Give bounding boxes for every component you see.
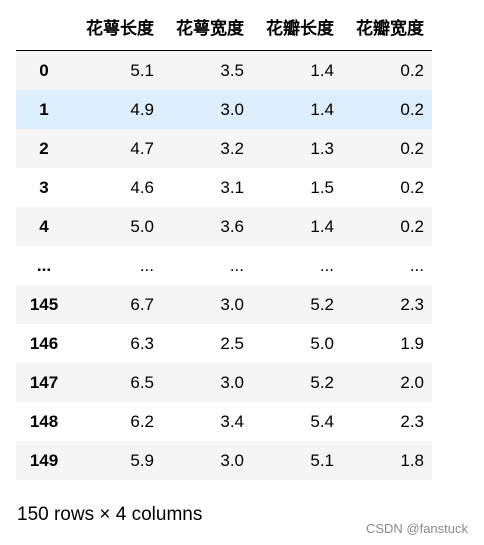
row-index: ... [36, 255, 52, 275]
table-cell: 0.2 [400, 177, 424, 197]
row-index: 146 [29, 333, 59, 353]
table-cell: 3.1 [220, 177, 244, 197]
table-row: 4 5.0 3.6 1.4 0.2 [16, 206, 432, 246]
table-cell: 3.0 [220, 99, 244, 119]
table-cell: 4.7 [130, 138, 154, 158]
table-cell: 5.2 [310, 294, 334, 314]
index-header [16, 10, 72, 51]
table-cell: 0.2 [400, 60, 424, 80]
table-cell: 1.4 [310, 216, 334, 236]
table-cell: ... [229, 255, 244, 275]
column-header-petal-width: 花瓣宽度 [342, 10, 432, 51]
table-cell: 4.6 [130, 177, 154, 197]
table-cell: 5.1 [310, 450, 334, 470]
table-row: 3 4.6 3.1 1.5 0.2 [16, 167, 432, 207]
header-row: 花萼长度 花萼宽度 花瓣长度 花瓣宽度 [16, 10, 432, 51]
column-header-sepal-width: 花萼宽度 [162, 10, 252, 51]
table-cell: 0.2 [400, 138, 424, 158]
table-cell: 2.3 [400, 411, 424, 431]
table-cell: 5.0 [310, 333, 334, 353]
table-cell: 3.5 [220, 60, 244, 80]
row-index: 148 [29, 411, 59, 431]
table-cell: 5.0 [130, 216, 154, 236]
table-row: 2 4.7 3.2 1.3 0.2 [16, 128, 432, 168]
table-cell: ... [139, 255, 154, 275]
table-row: 1 4.9 3.0 1.4 0.2 [16, 89, 432, 129]
table-cell: 1.3 [310, 138, 334, 158]
table-cell: 5.9 [130, 450, 154, 470]
table-cell: 1.5 [310, 177, 334, 197]
table-row: 146 6.3 2.5 5.0 1.9 [16, 323, 432, 363]
table-cell: 0.2 [400, 216, 424, 236]
table-header: 花萼长度 花萼宽度 花瓣长度 花瓣宽度 [16, 10, 432, 51]
table-cell: 3.4 [220, 411, 244, 431]
table-cell: 4.9 [130, 99, 154, 119]
row-index: 3 [39, 177, 49, 197]
table-cell: 3.6 [220, 216, 244, 236]
table-row: 145 6.7 3.0 5.2 2.3 [16, 284, 432, 324]
table-cell: 3.0 [220, 372, 244, 392]
table-row: 147 6.5 3.0 5.2 2.0 [16, 362, 432, 402]
table-cell: 2.5 [220, 333, 244, 353]
table-cell: 6.5 [130, 372, 154, 392]
table-cell: ... [409, 255, 424, 275]
row-index: 4 [39, 216, 49, 236]
dataframe-table: 花萼长度 花萼宽度 花瓣长度 花瓣宽度 0 5.1 3.5 1.4 0.2 1 4.9 3.0… [16, 10, 432, 480]
table-row: ............... [16, 245, 432, 285]
table-cell: 2.0 [400, 372, 424, 392]
table-cell: 5.4 [310, 411, 334, 431]
table-cell: 6.7 [130, 294, 154, 314]
table-cell: 6.3 [130, 333, 154, 353]
table-row: 0 5.1 3.5 1.4 0.2 [16, 50, 432, 90]
table-cell: 3.0 [220, 294, 244, 314]
table-cell: 5.2 [310, 372, 334, 392]
table-cell: 3.0 [220, 450, 244, 470]
row-index: 1 [39, 99, 49, 119]
table-cell: 1.9 [400, 333, 424, 353]
shape-summary: 150 rows × 4 columns [17, 504, 203, 525]
table-cell: 2.3 [400, 294, 424, 314]
row-index: 149 [29, 450, 59, 470]
table-cell: 0.2 [400, 99, 424, 119]
table-cell: 1.4 [310, 99, 334, 119]
table-cell: 1.8 [400, 450, 424, 470]
column-header-petal-length: 花瓣长度 [252, 10, 342, 51]
row-index: 2 [39, 138, 49, 158]
table-cell: 1.4 [310, 60, 334, 80]
table-row: 148 6.2 3.4 5.4 2.3 [16, 401, 432, 441]
table-cell: ... [319, 255, 334, 275]
table-cell: 6.2 [130, 411, 154, 431]
table-cell: 3.2 [220, 138, 244, 158]
column-header-sepal-length: 花萼长度 [72, 10, 162, 51]
table-row: 149 5.9 3.0 5.1 1.8 [16, 440, 432, 480]
row-index: 0 [39, 60, 49, 80]
row-index: 147 [29, 372, 59, 392]
table-body: 0 5.1 3.5 1.4 0.2 1 4.9 3.0 1.4 0.2 2 4.7 3.2 1.3 0.2 3… [16, 50, 432, 480]
watermark: CSDN @fanstuck [365, 521, 468, 536]
table-cell: 5.1 [130, 60, 154, 80]
row-index: 145 [29, 294, 59, 314]
